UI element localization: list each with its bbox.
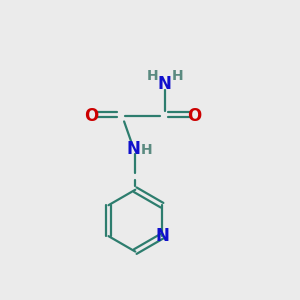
Text: O: O <box>84 107 98 125</box>
Text: N: N <box>158 75 172 93</box>
Text: H: H <box>146 68 158 83</box>
Text: N: N <box>155 227 169 245</box>
Text: N: N <box>127 140 141 158</box>
Text: H: H <box>141 143 152 157</box>
Text: H: H <box>171 68 183 83</box>
Text: O: O <box>187 107 201 125</box>
